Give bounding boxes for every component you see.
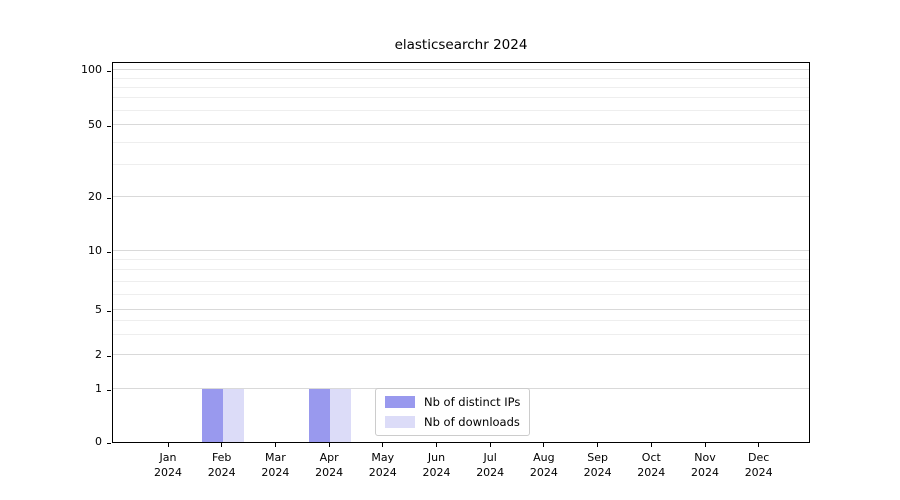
legend-label: Nb of distinct IPs: [424, 395, 521, 409]
y-tick-label: 10: [88, 244, 102, 258]
gridline-minor: [113, 280, 809, 282]
bar-nb-of-downloads-feb: [222, 389, 244, 442]
y-tick-mark: [107, 197, 111, 199]
x-tick-mark: [274, 443, 276, 447]
plot-area: Nb of distinct IPs Nb of downloads: [112, 62, 810, 443]
x-tick-label: Aug 2024: [529, 451, 558, 480]
gridline-major: [113, 354, 809, 356]
legend-label: Nb of downloads: [424, 415, 520, 429]
gridline-minor: [113, 320, 809, 322]
x-tick-label: Dec 2024: [744, 451, 773, 480]
y-tick-label: 20: [88, 190, 102, 203]
x-tick-label: Nov 2024: [691, 451, 719, 480]
y-tick-mark: [107, 70, 111, 72]
gridline-major: [113, 196, 809, 197]
gridline-minor: [113, 86, 809, 88]
x-tick-mark: [382, 443, 384, 447]
gridline-minor: [113, 269, 809, 271]
gridline-major: [113, 69, 809, 71]
y-tick-label: 1: [95, 382, 102, 395]
x-tick-mark: [489, 443, 491, 447]
x-tick-label: Sep 2024: [583, 451, 612, 480]
x-tick-label: Jun 2024: [422, 451, 451, 480]
y-tick-mark: [107, 125, 111, 127]
x-tick-label: Jul 2024: [476, 451, 505, 480]
x-tick-mark: [650, 443, 652, 447]
x-tick-mark: [704, 443, 706, 447]
x-tick-mark: [597, 443, 599, 447]
y-tick-mark: [107, 389, 111, 391]
y-tick-label: 50: [88, 118, 102, 131]
gridline-minor: [113, 334, 809, 336]
gridline-major: [113, 124, 809, 125]
bar-nb-of-distinct-ips-apr: [309, 389, 331, 442]
gridline-minor: [113, 259, 809, 261]
bar-nb-of-downloads-apr: [330, 389, 352, 442]
gridline-major: [113, 309, 809, 311]
y-tick-mark: [107, 442, 111, 444]
x-tick-label: May 2024: [368, 451, 397, 480]
x-tick-mark: [436, 443, 437, 447]
y-tick-label: 2: [95, 348, 102, 362]
y-tick-mark: [107, 251, 111, 253]
legend-item: Nb of distinct IPs: [385, 395, 520, 409]
x-tick-mark: [221, 443, 223, 447]
legend: Nb of distinct IPs Nb of downloads: [375, 388, 531, 436]
gridline-minor: [113, 141, 809, 143]
x-tick-label: Mar 2024: [261, 451, 290, 480]
gridline-minor: [113, 109, 809, 111]
y-tick-mark: [107, 310, 111, 312]
x-tick-label: Apr 2024: [315, 451, 344, 480]
gridline-major: [113, 250, 809, 252]
gridline-minor: [113, 77, 809, 79]
x-tick-mark: [758, 443, 760, 447]
legend-swatch: [385, 416, 415, 428]
y-tick-label: 5: [95, 303, 102, 317]
x-tick-mark: [543, 443, 545, 447]
gridline-minor: [113, 97, 809, 99]
x-tick-label: Oct 2024: [637, 451, 666, 480]
legend-swatch: [385, 396, 415, 408]
x-tick-mark: [167, 443, 169, 447]
gridline-minor: [113, 164, 809, 166]
x-tick-label: Feb 2024: [207, 451, 236, 480]
gridline-minor: [113, 293, 809, 295]
x-tick-label: Jan 2024: [154, 451, 182, 480]
y-tick-label: 100: [81, 63, 102, 77]
legend-item: Nb of downloads: [385, 415, 520, 429]
y-tick-label: 0: [95, 435, 102, 448]
bar-nb-of-distinct-ips-feb: [201, 389, 223, 442]
y-tick-mark: [107, 355, 111, 357]
chart-title: elasticsearchr 2024: [394, 37, 528, 53]
x-tick-mark: [328, 443, 330, 447]
